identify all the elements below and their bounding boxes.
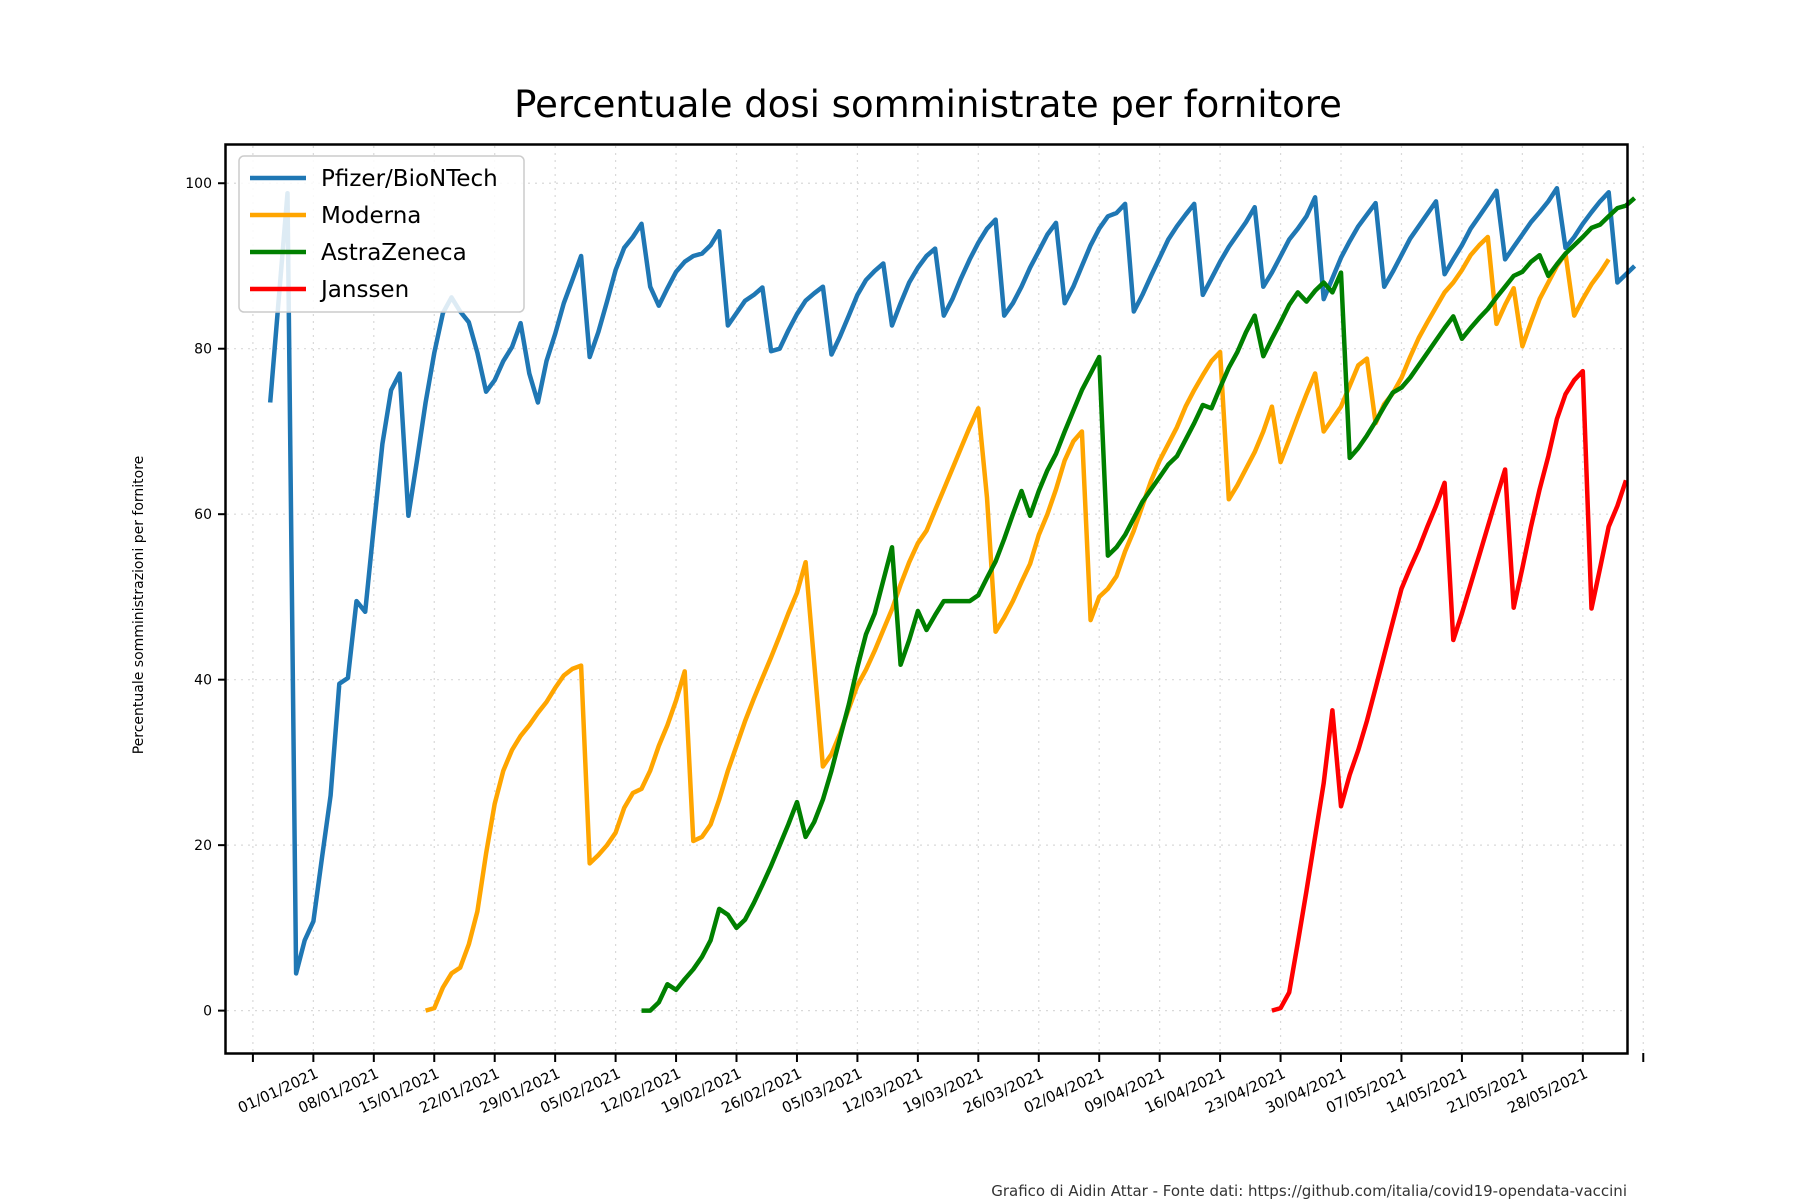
- x-axis: 01/01/202108/01/202115/01/202122/01/2021…: [235, 1053, 1645, 1117]
- legend: Pfizer/BioNTech Moderna AstraZeneca Janssen: [238, 155, 525, 313]
- y-tick-label: 40: [194, 673, 212, 689]
- legend-label: Pfizer/BioNTech: [321, 166, 498, 192]
- series-line-astrazeneca: [641, 196, 1637, 1013]
- legend-label: AstraZeneca: [321, 240, 467, 266]
- y-tick-label: 60: [194, 507, 212, 523]
- y-tick-label: 80: [194, 342, 212, 358]
- series-lines: [267, 185, 1637, 1013]
- y-axis-label: Percentuale somministrazioni per fornito…: [131, 456, 147, 755]
- plot-frame: [224, 143, 1629, 1055]
- y-tick-label: 100: [185, 176, 212, 192]
- legend-label: Moderna: [321, 203, 421, 229]
- y-tick-label: 20: [194, 838, 212, 854]
- y-axis: 0 20 40 60 80 100: [185, 176, 226, 1020]
- series-line-pfizer-biontech: [267, 185, 1637, 976]
- series-line-moderna: [424, 234, 1611, 1013]
- chart-title: Percentuale dosi somministrate per forni…: [514, 83, 1342, 126]
- legend-box: [238, 155, 525, 313]
- y-tick-label: 0: [203, 1004, 212, 1020]
- source-caption: Grafico di Aidin Attar - Fonte dati: htt…: [991, 1182, 1627, 1200]
- legend-label: Janssen: [319, 277, 409, 303]
- series-line-janssen: [1271, 368, 1629, 1013]
